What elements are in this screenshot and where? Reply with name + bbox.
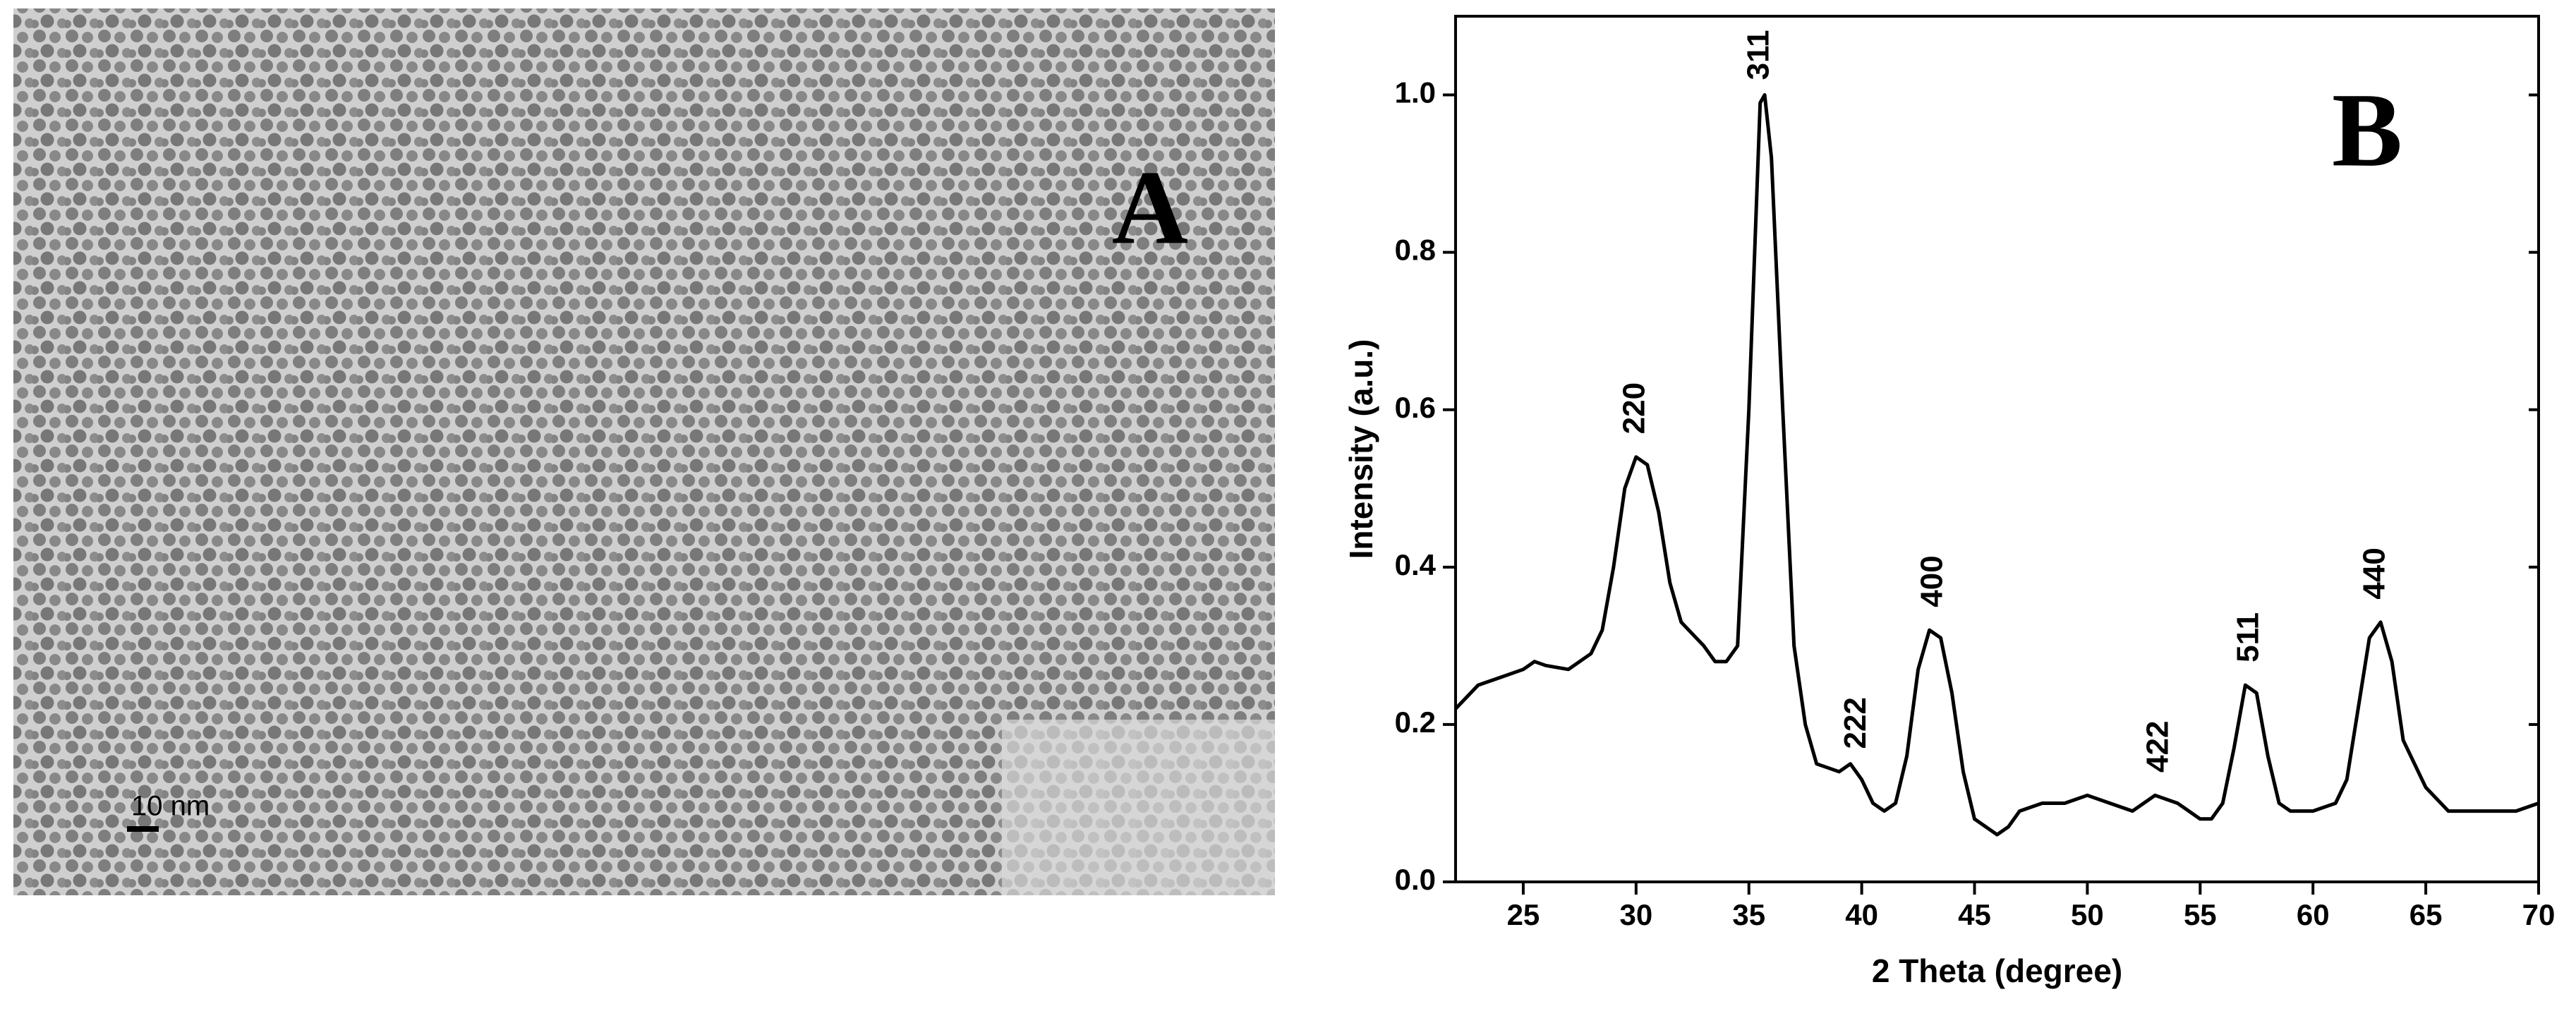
x-tick-label: 70 [2522, 898, 2556, 931]
peak-label: 222 [1838, 697, 1873, 749]
tem-light-region [1002, 720, 1275, 895]
y-tick-label: 0.6 [1395, 391, 1436, 424]
tem-panel: A 10 nm [13, 8, 1275, 895]
x-tick-label: 55 [2184, 898, 2217, 931]
panel-label: A [1112, 149, 1188, 266]
y-tick-label: 0.2 [1395, 706, 1436, 739]
peak-label: 400 [1915, 555, 1949, 607]
x-axis-title: 2 Theta (degree) [1872, 952, 2122, 989]
xrd-chart: 0.0 0.2 0.4 0.6 0.8 1.0 25 30 35 40 45 50 55 60 65 70 2 … [1343, 15, 2556, 989]
x-tick-label: 45 [1958, 898, 1991, 931]
peak-label: 220 [1616, 382, 1651, 434]
scale-bar-label: 10 nm [131, 791, 210, 822]
x-tick-label: 25 [1507, 898, 1540, 931]
x-tick-label: 50 [2071, 898, 2104, 931]
y-tick-label: 1.0 [1395, 76, 1436, 109]
x-tick-label: 65 [2409, 898, 2443, 931]
y-tick-label: 0.0 [1395, 863, 1436, 896]
y-tick-label: 0.8 [1395, 234, 1436, 267]
xrd-line [1454, 93, 2539, 837]
peak-label: 311 [1741, 30, 1775, 80]
peak-label: 440 [2357, 547, 2391, 599]
y-tick-label: 0.4 [1395, 548, 1437, 581]
x-tick-label: 40 [1845, 898, 1878, 931]
peak-label: 422 [2140, 721, 2175, 773]
peak-label: 511 [2230, 612, 2265, 662]
x-tick-label: 60 [2297, 898, 2330, 931]
plot-frame [1454, 15, 2540, 883]
y-axis-title: Intensity (a.u.) [1343, 339, 1379, 559]
x-tick-label: 30 [1619, 898, 1652, 931]
panel-label: B [2332, 71, 2402, 188]
x-tick-label: 35 [1732, 898, 1765, 931]
